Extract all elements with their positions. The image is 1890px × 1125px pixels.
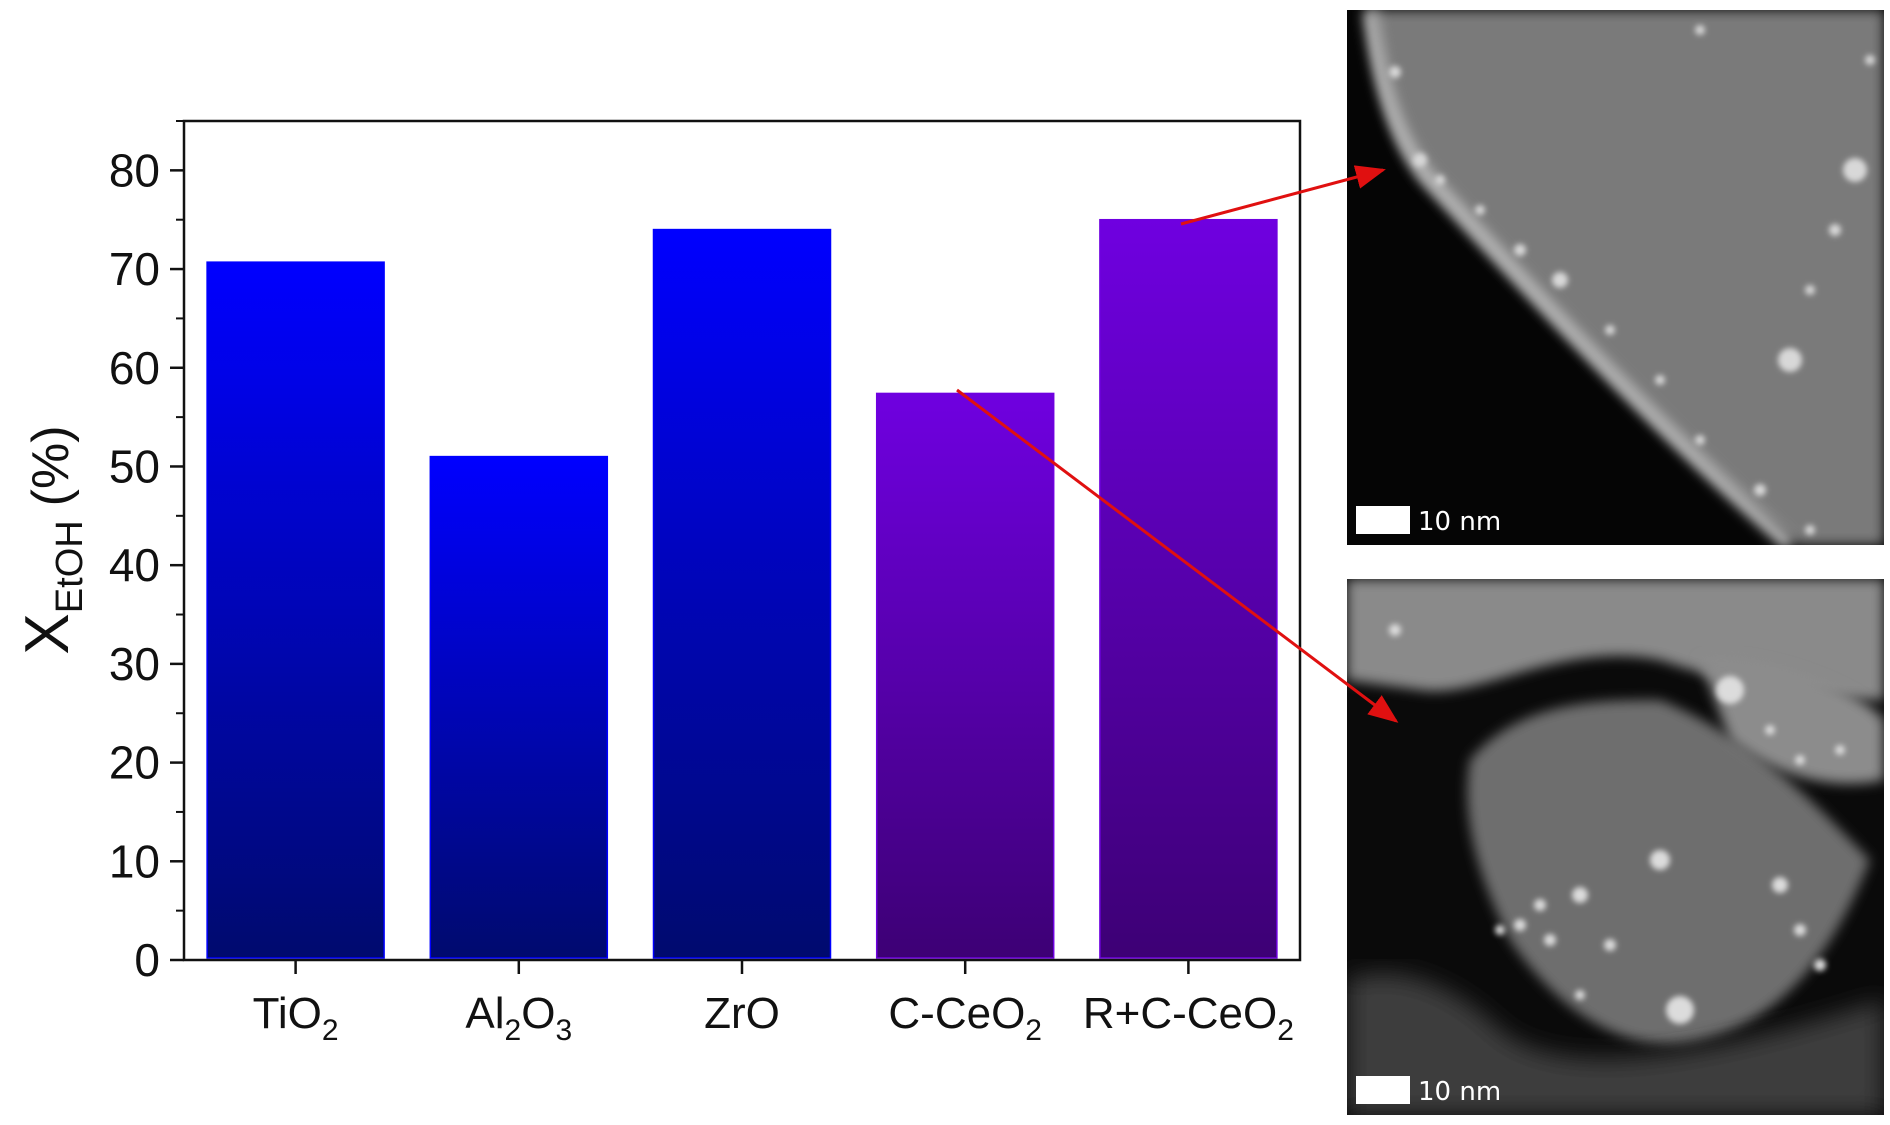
bar-Al2O3 (429, 455, 609, 959)
scale-bar (1356, 1076, 1410, 1104)
x-tick-label: Al2O3 (465, 989, 572, 1047)
y-label-sub: EtOH (49, 520, 91, 613)
x-tick-label: TiO2 (253, 989, 339, 1047)
bar-chart: 0 10 20 30 40 50 60 70 80 TiO2 Al2O3 ZrO C-CeO2 R+C-… (13, 119, 1302, 1047)
y-axis-label: XEtOH (%) (13, 425, 91, 654)
y-label-main: X (13, 613, 82, 654)
y-tick-label: 40 (109, 539, 160, 591)
x-tick-label: R+C-CeO2 (1083, 989, 1294, 1047)
scale-bar-label: 10 nm (1418, 507, 1501, 537)
y-tick-label: 50 (109, 440, 160, 492)
bars (206, 218, 1278, 959)
y-ticks: 0 10 20 30 40 50 60 70 80 (109, 120, 184, 986)
sem-image-top: 10 nm (1347, 10, 1884, 545)
y-tick-label: 30 (109, 638, 160, 690)
arrow-to-bottom-image (956, 388, 1399, 723)
bar-ZrO (652, 228, 832, 959)
y-tick-label: 60 (109, 342, 160, 394)
svg-text:XEtOH(%): XEtOH (%) (13, 425, 91, 654)
bar-C-CeO2 (875, 392, 1055, 959)
x-tick-label: C-CeO2 (888, 989, 1042, 1047)
x-tick-label: ZrO (704, 989, 780, 1038)
sem-image-bottom: 10 nm (1347, 579, 1884, 1115)
y-tick-label: 80 (109, 144, 160, 196)
scale-bar-label: 10 nm (1418, 1077, 1501, 1107)
y-tick-label: 10 (109, 835, 160, 887)
arrow-to-top-image (1180, 165, 1386, 226)
bar-R+C-CeO2 (1099, 218, 1278, 959)
x-ticks: TiO2 Al2O3 ZrO C-CeO2 R+C-CeO2 (253, 960, 1294, 1047)
scale-bar (1356, 506, 1410, 534)
y-label-unit: (%) (22, 425, 80, 506)
y-tick-label: 0 (134, 934, 160, 986)
y-tick-label: 20 (109, 737, 160, 789)
bar-TiO2 (206, 261, 385, 959)
y-tick-label: 70 (109, 243, 160, 295)
